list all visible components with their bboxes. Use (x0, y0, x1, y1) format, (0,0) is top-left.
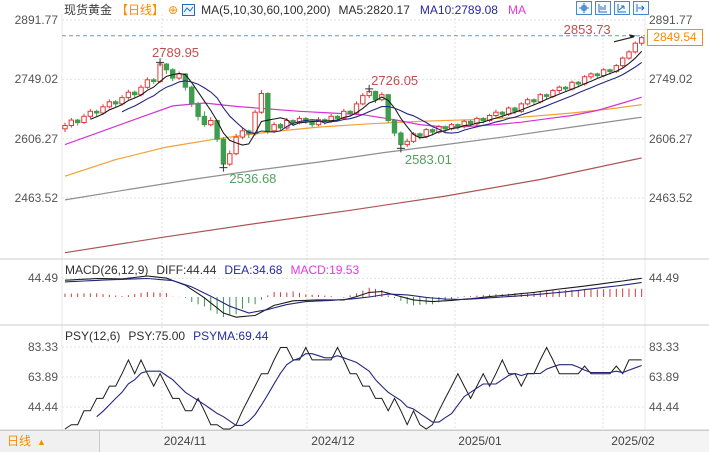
macd-header: MACD(26,12,9) DIFF:44.44 DEA:34.68 MACD:19.… (65, 263, 367, 277)
price-axis-label-left: 2463.52 (14, 191, 58, 205)
macd-diff-label: DIFF:44.44 (156, 263, 217, 277)
tab-up-arrow-icon: ▲ (37, 437, 46, 447)
price-axis-label-left: 2749.02 (14, 72, 58, 87)
period-tab-daily[interactable]: 日线 ▲ (0, 431, 100, 452)
axis-scale-icon[interactable] (595, 1, 611, 15)
psy-axis-label-left: 83.33 (27, 340, 58, 354)
macd-dea-label: DEA:34.68 (224, 263, 283, 277)
psyma-value-label: PSYMA:69.44 (193, 329, 269, 343)
psy-axis-label-left: 44.44 (27, 400, 58, 414)
kline-style-icon[interactable] (182, 3, 196, 16)
psy-value-label: PSY:75.00 (128, 329, 186, 343)
price-axis-label-left: 2891.77 (14, 13, 58, 27)
chart-header: 现货黄金 【日线】 ⊕ MA(5,10,30,60,100,200) MA5:28… (64, 1, 526, 18)
psy-header: PSY(12,6) PSY:75.00 PSYMA:69.44 (65, 329, 276, 343)
collapse-circle-icon[interactable]: ⊕ (168, 2, 179, 17)
chart-plot-area[interactable] (62, 14, 645, 430)
bottom-bar: 日线 ▲ 2024/11 2024/12 2025/01 2025/02 (0, 430, 709, 452)
current-price-box: 2849.54 (647, 29, 703, 46)
x-axis-label: 2024/12 (311, 434, 355, 448)
indicator-zoom-icon[interactable] (614, 1, 630, 15)
macd-title: MACD(26,12,9) (65, 263, 149, 277)
period-label: 【日线】 (116, 3, 165, 17)
jump-to-latest-icon[interactable] (633, 1, 649, 15)
psy-axis-label-left: 63.89 (27, 369, 58, 384)
psy-axis-label-right: 63.89 (649, 369, 680, 384)
psy-title: PSY(12,6) (65, 329, 121, 343)
psy-axis-label-right: 44.44 (649, 400, 680, 414)
price-annotation-2583.01: 2583.01 (404, 152, 452, 168)
price-axis-label-right: 2749.02 (649, 72, 693, 87)
period-tab-label: 日线 (7, 434, 32, 448)
psy-axis-label-right: 83.33 (649, 340, 680, 354)
macd-axis-label-left: 44.49 (27, 271, 58, 286)
price-annotation-2789.95: 2789.95 (152, 45, 200, 61)
symbol-name: 现货黄金 (64, 3, 113, 17)
x-axis-label: 2025/01 (458, 434, 502, 448)
price-annotation-2726.05: 2726.05 (371, 72, 419, 88)
price-axis-label-right: 2606.27 (649, 131, 693, 146)
chart-toolbar (576, 1, 649, 15)
ma30-value-label-truncated: MA (507, 2, 526, 17)
ma10-value-label: MA10:2789.08 (419, 2, 498, 17)
ma5-value-label: MA5:2820.17 (338, 2, 410, 17)
price-axis-label-right: 2891.77 (649, 13, 693, 27)
x-axis-label: 2024/11 (163, 434, 207, 448)
crosshair-icon[interactable] (576, 1, 592, 15)
ma-settings-label: MA(5,10,30,60,100,200) (201, 2, 331, 17)
price-annotation-2853.73: 2853.73 (563, 21, 611, 37)
price-axis-label-left: 2606.27 (14, 131, 58, 146)
price-axis-label-right: 2463.52 (649, 191, 693, 205)
macd-axis-label-right: 44.49 (649, 271, 680, 286)
macd-value-label: MACD:19.53 (290, 263, 360, 277)
price-annotation-2536.68: 2536.68 (229, 170, 277, 186)
x-axis-label: 2025/02 (611, 434, 655, 448)
